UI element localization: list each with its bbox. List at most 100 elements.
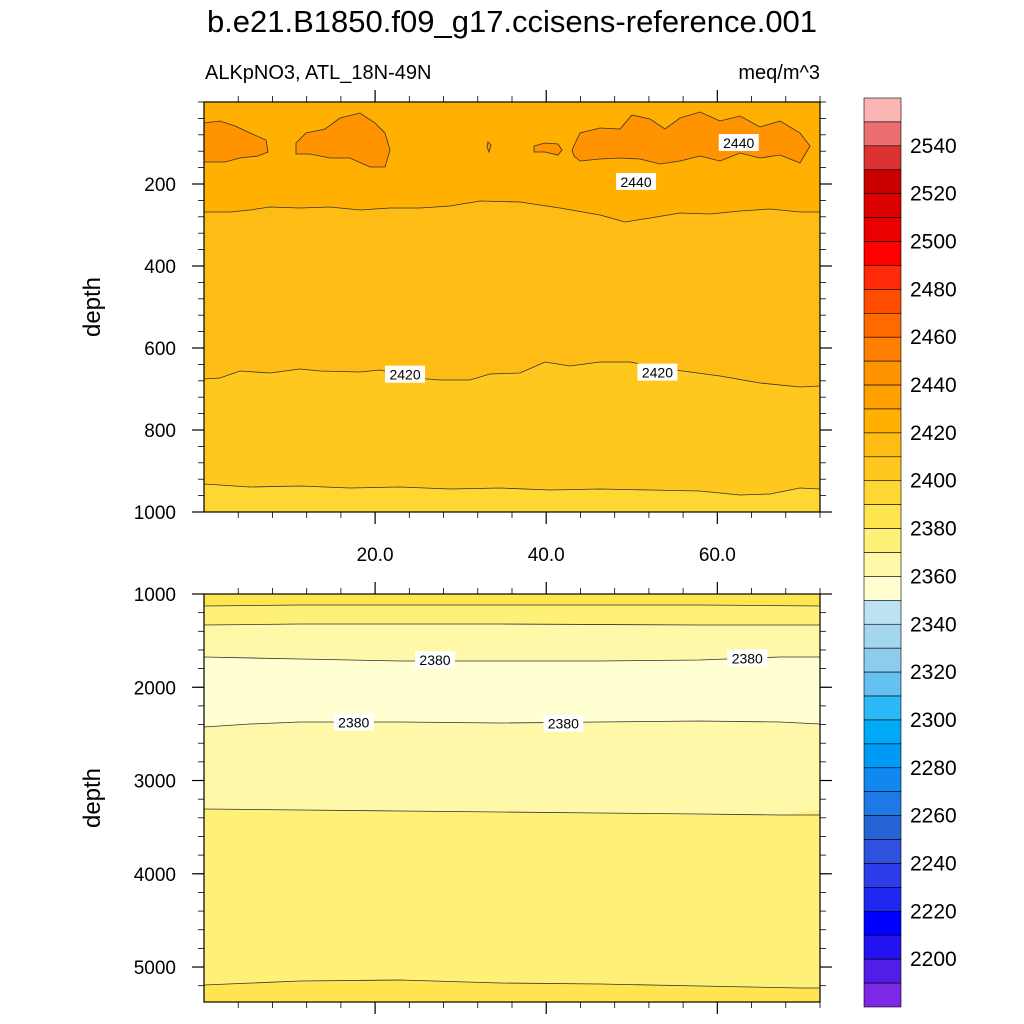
- contour-label-lower-0: 2380: [415, 651, 455, 669]
- contour-label-upper-3: 2420: [637, 363, 678, 381]
- colorbar-label-13: 2280: [910, 757, 957, 780]
- svg-text:2380: 2380: [338, 715, 369, 731]
- colorbar-swatch-3: [863, 169, 902, 194]
- colorbar-label-0: 2540: [910, 135, 957, 158]
- colorbar-swatch-5: [863, 217, 902, 242]
- colorbar-swatch-1: [863, 121, 902, 147]
- svg-text:2440: 2440: [723, 135, 754, 151]
- colorbar-label-4: 2460: [910, 326, 957, 349]
- upper-panel-bands: [204, 102, 820, 512]
- svg-text:2440: 2440: [620, 174, 651, 190]
- colorbar-swatch-11: [863, 360, 902, 386]
- colorbar-swatch-30: [863, 815, 902, 840]
- colorbar-label-14: 2260: [910, 805, 957, 828]
- band-2370-2380: [204, 657, 820, 727]
- band-2400-2410-top: [204, 594, 820, 606]
- svg-text:2380: 2380: [548, 716, 579, 732]
- colorbar-label-2: 2500: [910, 231, 957, 254]
- colorbar-swatch-0: [863, 97, 902, 123]
- colorbar-swatch-27: [863, 743, 902, 769]
- colorbar-swatch-12: [863, 384, 902, 410]
- ylabel-upper: depth: [79, 277, 106, 337]
- colorbar-swatch-7: [863, 265, 902, 290]
- contour-label-upper-2: 2420: [385, 365, 426, 383]
- colorbar-label-7: 2400: [910, 470, 957, 493]
- colorbar-swatch-6: [863, 241, 902, 266]
- upper-panel-contour-lines: [204, 111, 820, 496]
- contour-label-upper-0: 2440: [718, 134, 759, 151]
- colorbar-swatch-32: [863, 863, 902, 888]
- xtick-label-0: 20.0: [357, 545, 394, 566]
- colorbar: 2540 2520 2500 2480 2460 2440 2420 2400 2380 2360…: [863, 97, 957, 1008]
- variable-label: ALKpNO3, ATL_18N-49N: [205, 62, 432, 84]
- colorbar-swatch-24: [863, 671, 902, 697]
- colorbar-swatch-15: [863, 456, 902, 482]
- ytick-label-lower-4: 5000: [134, 958, 176, 979]
- ytick-label-upper-3: 800: [144, 421, 176, 442]
- colorbar-label-9: 2360: [910, 565, 957, 588]
- svg-text:2380: 2380: [732, 650, 763, 666]
- colorbar-label-8: 2380: [910, 518, 957, 541]
- colorbar-label-6: 2420: [910, 422, 957, 445]
- colorbar-swatch-22: [863, 623, 902, 649]
- colorbar-swatch-23: [863, 647, 902, 673]
- colorbar-swatch-17: [863, 504, 902, 529]
- colorbar-swatch-10: [863, 336, 902, 362]
- colorbar-label-3: 2480: [910, 278, 957, 301]
- contour-labels-layer: 2440 2440 2420 2420 2380 2380 2380 2380: [333, 134, 768, 732]
- colorbar-swatch-34: [863, 911, 902, 936]
- svg-text:2380: 2380: [419, 652, 450, 668]
- colorbar-swatch-37: [863, 982, 902, 1008]
- band-2400-2410: [204, 484, 820, 512]
- lower-panel-bands: [204, 594, 820, 1002]
- colorbar-swatch-26: [863, 719, 902, 745]
- colorbar-swatch-29: [863, 791, 902, 816]
- colorbar-label-1: 2520: [910, 183, 957, 206]
- svg-text:2420: 2420: [642, 365, 673, 381]
- colorbar-swatch-13: [863, 408, 902, 434]
- colorbar-swatch-36: [863, 958, 902, 984]
- axes-layer: 200 400 600 800 1000 depth 1000 2000 3000 4000 500…: [79, 90, 832, 1014]
- contour-label-lower-3: 2380: [543, 714, 584, 732]
- colorbar-swatch-9: [863, 312, 902, 338]
- colorbar-swatch-8: [863, 289, 902, 314]
- svg-text:2420: 2420: [389, 367, 420, 383]
- colorbar-swatch-31: [863, 839, 902, 864]
- colorbar-swatch-33: [863, 887, 902, 912]
- colorbar-swatch-4: [863, 193, 902, 218]
- xtick-label-2: 60.0: [699, 545, 736, 566]
- colorbar-swatch-16: [863, 480, 902, 505]
- ytick-label-upper-0: 200: [144, 175, 176, 196]
- colorbar-label-16: 2220: [910, 900, 957, 923]
- colorbar-swatch-25: [863, 695, 902, 721]
- colorbar-swatch-21: [863, 600, 902, 625]
- colorbar-swatch-20: [863, 576, 902, 601]
- ytick-label-lower-0: 1000: [134, 585, 176, 606]
- colorbar-swatch-14: [863, 432, 902, 458]
- contour-label-lower-1: 2380: [727, 649, 768, 667]
- colorbar-label-17: 2200: [910, 948, 957, 971]
- colorbar-label-15: 2240: [910, 852, 957, 875]
- colorbar-swatch-19: [863, 552, 902, 577]
- colorbar-swatch-28: [863, 767, 902, 793]
- band-2440-2450-a: [204, 121, 268, 162]
- colorbar-label-10: 2340: [910, 613, 957, 636]
- colorbar-swatch-35: [863, 934, 902, 960]
- colorbar-label-11: 2320: [910, 661, 957, 684]
- colorbar-label-5: 2440: [910, 374, 957, 397]
- ylabel-lower: depth: [79, 768, 106, 828]
- ytick-label-upper-1: 400: [144, 257, 176, 278]
- ytick-label-lower-1: 2000: [134, 678, 176, 699]
- band-2440-2450-b: [296, 113, 390, 167]
- contour-label-lower-2: 2380: [333, 713, 374, 731]
- contour-label-upper-1: 2440: [616, 172, 657, 190]
- colorbar-label-12: 2300: [910, 709, 957, 732]
- ytick-label-lower-2: 3000: [134, 772, 176, 793]
- units-label: meq/m^3: [738, 62, 820, 84]
- ytick-label-lower-3: 4000: [134, 865, 176, 886]
- colorbar-swatch-2: [863, 145, 902, 171]
- colorbar-swatch-18: [863, 528, 902, 553]
- ytick-label-upper-2: 600: [144, 339, 176, 360]
- xtick-label-1: 40.0: [528, 545, 565, 566]
